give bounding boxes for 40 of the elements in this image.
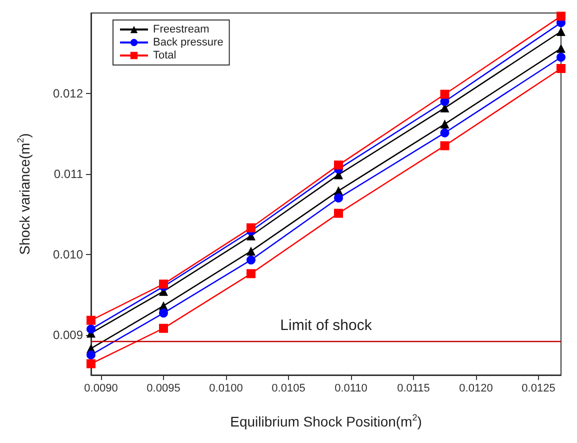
point — [440, 120, 450, 129]
x-tick-label: 0.0090 — [84, 382, 118, 394]
y-tick-label: 0.012 — [52, 86, 84, 100]
point — [159, 280, 168, 289]
y-tick-label: 0.009 — [52, 328, 84, 342]
point — [556, 12, 566, 21]
point — [246, 269, 256, 278]
x-tick-label: 0.0095 — [146, 382, 180, 394]
point — [86, 359, 96, 368]
point — [159, 308, 168, 318]
y-axis-title: Shock variance(m2) — [16, 133, 32, 255]
y-tick-label: 0.011 — [54, 166, 84, 181]
x-tick-label: 0.0120 — [459, 382, 493, 394]
point — [86, 350, 96, 360]
x-tick-label: 0.0115 — [397, 382, 430, 394]
point — [246, 255, 256, 264]
point — [86, 316, 96, 325]
point — [440, 90, 450, 99]
legend-label: Back pressure — [153, 36, 224, 48]
y-tick-label: 0.010 — [52, 247, 84, 262]
legend-label: Freestream — [153, 24, 210, 36]
point — [246, 223, 256, 232]
point — [556, 52, 566, 62]
point — [334, 194, 343, 203]
legend-label: Total — [153, 50, 176, 62]
point — [334, 160, 343, 170]
point — [159, 324, 168, 333]
point — [556, 64, 566, 74]
point — [440, 141, 450, 150]
point — [556, 44, 566, 53]
x-tick-label: 0.0125 — [522, 382, 556, 394]
point — [86, 324, 96, 334]
point — [246, 246, 256, 256]
point — [440, 128, 450, 138]
x-tick-label: 0.0110 — [334, 382, 368, 394]
point — [556, 27, 566, 36]
x-tick-label: 0.0105 — [272, 382, 306, 394]
ref-line-label: Limit of shock — [280, 317, 372, 334]
x-tick-label: 0.0100 — [209, 382, 243, 394]
point — [334, 208, 343, 218]
